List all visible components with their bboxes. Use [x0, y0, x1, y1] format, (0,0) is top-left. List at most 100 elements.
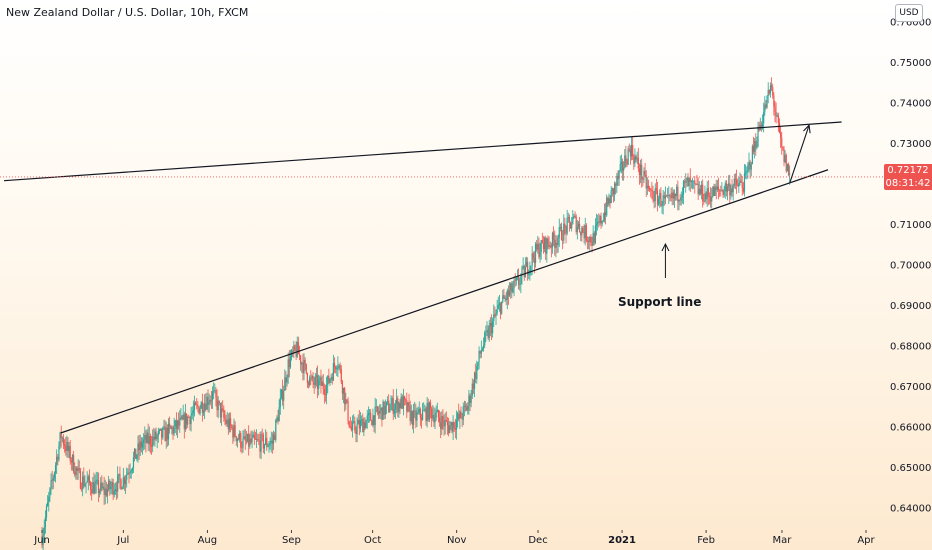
candle-body — [260, 434, 262, 452]
candle-body — [174, 420, 176, 427]
candle-body — [105, 488, 107, 496]
candle-body — [478, 350, 480, 362]
candle-body — [549, 245, 551, 247]
candle-body — [165, 427, 167, 442]
candle-body — [667, 195, 669, 196]
candle-body — [512, 288, 514, 293]
candle-body — [778, 122, 781, 133]
candle-body — [336, 368, 338, 370]
candle-body — [208, 402, 210, 405]
candle-body — [262, 435, 264, 449]
candle-body — [713, 186, 715, 196]
candle-body — [200, 402, 202, 409]
candle-body — [610, 190, 612, 204]
candle-body — [724, 183, 726, 191]
candle-body — [162, 428, 164, 438]
candle-body — [113, 490, 115, 495]
candle-body — [67, 442, 69, 452]
candle-body — [495, 313, 497, 316]
candle-body — [527, 261, 529, 275]
candle-body — [310, 377, 312, 379]
candle-body — [437, 410, 440, 418]
candle-body — [307, 382, 310, 385]
candle-body — [52, 478, 54, 481]
candle-body — [135, 448, 137, 459]
candle-body — [592, 233, 594, 246]
candle-body — [669, 195, 671, 197]
candle-body — [91, 489, 93, 494]
candle-body — [201, 402, 203, 413]
candle-body — [218, 400, 220, 404]
candle-body — [594, 225, 596, 243]
candle-body — [407, 402, 409, 412]
candle-body — [565, 226, 567, 234]
candle-body — [493, 314, 495, 321]
candle-body — [717, 186, 720, 190]
candle-body — [49, 488, 51, 497]
candle-body — [598, 221, 600, 223]
x-tick-label: Oct — [364, 535, 381, 546]
support-trendline — [60, 169, 829, 434]
candle-body — [498, 303, 501, 305]
candle-body — [481, 348, 484, 351]
candle-body — [242, 438, 244, 448]
candle-body — [702, 184, 704, 202]
candle-body — [559, 226, 561, 228]
currency-badge[interactable]: USD — [895, 4, 923, 22]
candle-body — [476, 366, 478, 380]
candle-body — [680, 197, 682, 201]
candle-body — [507, 290, 510, 296]
candle-body — [644, 171, 646, 175]
candle-body — [588, 240, 590, 243]
candle-body — [381, 407, 383, 420]
candle-body — [572, 217, 574, 225]
candle-body — [725, 183, 728, 192]
candle-body — [335, 366, 337, 370]
candle-body — [244, 436, 246, 441]
candle-body — [707, 188, 709, 197]
candle-body — [130, 471, 132, 473]
candle-body — [656, 190, 659, 205]
candle-body — [128, 472, 130, 474]
candle-body — [287, 359, 289, 378]
candle-body — [520, 276, 522, 285]
candle-body — [618, 170, 620, 179]
candle-body — [766, 96, 768, 108]
candle-body — [121, 487, 123, 490]
candle-body — [129, 472, 131, 474]
candle-body — [590, 236, 592, 243]
candle-body — [62, 437, 65, 445]
candle-body — [770, 85, 773, 88]
candle-body — [184, 413, 187, 430]
candle-body — [562, 239, 564, 241]
candle-body — [77, 468, 79, 471]
time-axis: Jun Jul Aug Sep Oct Nov Dec 2021 Feb Mar Apr — [33, 530, 876, 546]
candle-body — [181, 416, 183, 420]
candle-body — [422, 410, 424, 420]
candle-body — [601, 221, 603, 224]
candle-body — [259, 440, 261, 452]
candle-body — [566, 218, 568, 234]
candle-body — [197, 404, 199, 408]
candle-body — [190, 415, 192, 425]
candle-body — [171, 427, 173, 429]
candle-body — [166, 427, 168, 440]
x-tick-label: Nov — [447, 535, 467, 546]
candle-body — [283, 390, 285, 401]
candle-body — [776, 115, 778, 117]
candle-body — [388, 400, 390, 413]
candle-body — [315, 375, 318, 378]
candle-body — [781, 137, 783, 148]
candle-body — [533, 258, 536, 264]
candle-body — [760, 124, 763, 127]
candle-body — [112, 481, 114, 495]
candle-body — [715, 186, 717, 190]
candle-body — [332, 363, 334, 381]
candle-body — [730, 188, 732, 196]
candle-body — [301, 362, 303, 365]
candle-body — [488, 326, 490, 338]
candle-body — [217, 400, 219, 411]
candle-body — [705, 193, 707, 200]
candle-body — [341, 382, 344, 394]
candle-body — [267, 446, 269, 448]
